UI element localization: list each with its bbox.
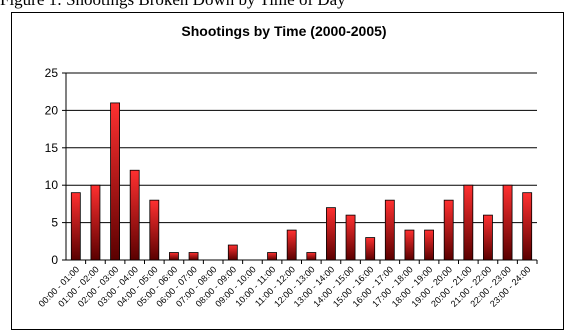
bar bbox=[90, 184, 101, 261]
axes bbox=[65, 73, 538, 264]
gridlines bbox=[62, 72, 537, 261]
bars bbox=[70, 102, 533, 261]
bar bbox=[522, 192, 533, 261]
bar bbox=[70, 192, 81, 261]
bar bbox=[227, 244, 238, 261]
y-tick-labels: 0 5 10 15 20 25 bbox=[45, 66, 59, 267]
bar bbox=[286, 229, 297, 261]
bar bbox=[188, 252, 199, 261]
figure-caption: Figure 1: Shootings Broken Down by Time … bbox=[0, 0, 346, 10]
y-tick-label: 10 bbox=[45, 178, 59, 192]
bar bbox=[384, 199, 395, 261]
bar bbox=[149, 199, 160, 261]
bar bbox=[267, 252, 277, 261]
y-tick-label: 5 bbox=[51, 216, 58, 230]
bar bbox=[110, 102, 120, 261]
bar bbox=[345, 214, 356, 261]
y-tick-label: 25 bbox=[45, 66, 59, 80]
figure-caption-strip: Figure 1: Shootings Broken Down by Time … bbox=[0, 0, 571, 11]
bar bbox=[326, 207, 336, 261]
bar bbox=[502, 184, 513, 261]
bar bbox=[483, 214, 493, 261]
bar bbox=[404, 229, 415, 261]
bar bbox=[443, 199, 454, 261]
y-tick-label: 0 bbox=[51, 253, 58, 267]
chart-frame bbox=[11, 12, 564, 330]
chart-title: Shootings by Time (2000-2005) bbox=[181, 23, 386, 39]
bar bbox=[306, 252, 317, 261]
bar bbox=[424, 229, 434, 261]
bar bbox=[169, 252, 179, 261]
bar bbox=[365, 237, 376, 261]
y-tick-label: 20 bbox=[45, 103, 59, 117]
bar bbox=[463, 184, 474, 261]
bar bbox=[129, 169, 140, 261]
y-tick-label: 15 bbox=[45, 141, 59, 155]
